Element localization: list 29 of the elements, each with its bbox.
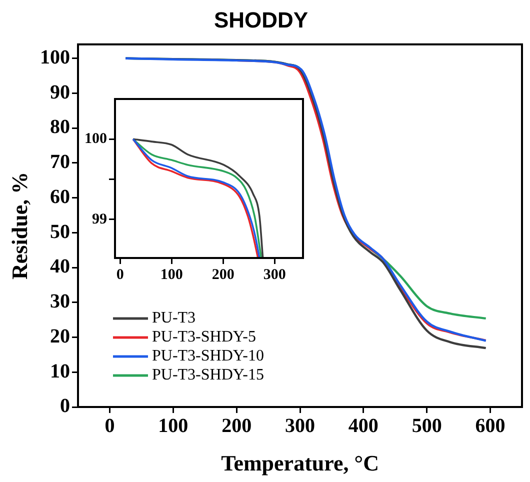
x-tick-label: 300 xyxy=(285,415,315,438)
x-tick-label: 300 xyxy=(263,266,286,283)
x-tick-label: 0 xyxy=(116,266,124,283)
legend-label: PU-T3-SHDY-5 xyxy=(152,328,256,346)
y-tick-label: 60 xyxy=(50,186,70,208)
x-tick-label: 100 xyxy=(158,415,188,438)
y-tick-label: 99 xyxy=(92,211,107,228)
y-tick-label: 80 xyxy=(50,116,70,138)
y-tick-label: 30 xyxy=(50,290,70,313)
y-tick-label: 90 xyxy=(50,81,70,104)
legend-label: PU-T3 xyxy=(152,310,196,327)
x-axis-title: Temperature, °C xyxy=(221,450,379,476)
legend-label: PU-T3-SHDY-10 xyxy=(152,348,264,365)
y-tick-label: 0 xyxy=(60,395,70,418)
y-tick-label: 50 xyxy=(50,220,70,243)
x-tick-label: 600 xyxy=(475,415,506,438)
y-tick-label: 70 xyxy=(50,151,70,174)
x-tick-label: 200 xyxy=(222,415,252,438)
x-tick-label: 100 xyxy=(160,266,183,283)
y-tick-label: 20 xyxy=(50,325,70,348)
chart-title: SHODDY xyxy=(214,7,308,32)
x-tick-label: 500 xyxy=(412,415,442,438)
y-tick-label: 40 xyxy=(50,256,70,278)
x-tick-label: 200 xyxy=(212,266,234,283)
y-axis-title: Residue, % xyxy=(6,172,32,280)
legend-label: PU-T3-SHDY-15 xyxy=(152,366,264,384)
x-tick-label: 400 xyxy=(348,415,378,438)
y-tick-label: 100 xyxy=(40,46,70,69)
y-tick-label: 10 xyxy=(50,360,70,382)
